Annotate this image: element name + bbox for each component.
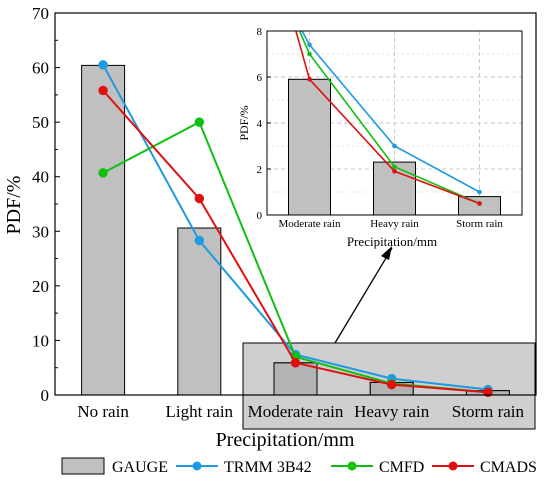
main-point-0-1	[194, 235, 205, 246]
main-bar-0	[81, 64, 126, 396]
legend: GAUGE TRMM 3B42 CMFD CMADS	[61, 457, 537, 476]
legend-marker-1	[347, 461, 357, 471]
inset-bar-0	[288, 78, 331, 216]
main-ytick-label-1: 10	[32, 331, 49, 350]
legend-label-2: CMADS	[480, 459, 537, 476]
inset-point-2-0	[307, 77, 312, 82]
legend-label-0: TRMM 3B42	[224, 459, 312, 476]
inset-ytick-label-2: 4	[257, 118, 263, 130]
inset-ytick-label-3: 6	[257, 72, 263, 84]
main-point-1-0	[98, 168, 108, 178]
main-ytick-label-4: 40	[32, 168, 49, 187]
inset-point-1-0	[307, 51, 312, 57]
main-point-0-0	[98, 60, 108, 70]
main-xtick-label-2: Moderate rain	[248, 402, 344, 421]
inset-xtick-label-1: Heavy rain	[370, 218, 419, 230]
inset-xtick-label-2: Storm rain	[456, 218, 503, 230]
inset-ytick-label-1: 2	[257, 164, 263, 176]
inset-lines	[295, 31, 482, 206]
main-point-2-2	[290, 358, 301, 368]
inset-bar-2	[458, 196, 501, 216]
main-ytick-label-6: 60	[32, 59, 49, 78]
legend-label-1: CMFD	[379, 459, 424, 476]
main-point-1-1	[194, 117, 205, 127]
inset-line-0	[301, 31, 480, 193]
legend-label-gauge: GAUGE	[112, 459, 168, 476]
main-xtick-label-3: Heavy rain	[354, 402, 430, 421]
main-x-axis-label: Precipitation/mm	[216, 429, 355, 451]
main-bar-1	[177, 227, 222, 396]
inset-y-axis-label: PDF/%	[237, 105, 251, 140]
inset-ytick-label-4: 8	[257, 26, 263, 38]
main-point-2-3	[386, 379, 397, 390]
main-xtick-label-1: Light rain	[166, 402, 234, 421]
inset-point-1-1	[392, 164, 397, 169]
inset-line-1	[298, 31, 480, 205]
main-point-2-0	[98, 85, 108, 96]
inset-point-0-1	[392, 143, 397, 149]
main-ytick-label-7: 70	[32, 4, 49, 23]
inset-point-2-2	[477, 201, 482, 206]
inset-xtick-label-0: Moderate rain	[279, 218, 341, 230]
main-ytick-label-2: 20	[32, 277, 49, 296]
main-xtick-label-4: Storm rain	[452, 402, 525, 421]
inset-point-0-2	[477, 189, 482, 195]
main-y-axis-label: PDF/%	[3, 176, 25, 235]
main-ytick-label-3: 30	[32, 222, 49, 241]
zoom-arrow-line	[334, 247, 393, 344]
inset-plot: 0 2 4 6 8 Moderate rain Heavy rain Storm rain	[257, 26, 523, 230]
zoom-arrowhead	[381, 246, 392, 260]
main-ytick-label-5: 50	[32, 113, 49, 132]
inset-line-2	[295, 31, 480, 205]
legend-swatch-gauge	[61, 457, 105, 475]
main-ytick-label-0: 0	[41, 386, 50, 405]
legend-marker-0	[192, 461, 202, 471]
inset-ytick-label-0: 0	[257, 210, 263, 222]
main-point-2-1	[194, 193, 205, 204]
inset-point-2-1	[392, 169, 397, 174]
legend-marker-2	[448, 461, 458, 471]
inset-x-axis-label: Precipitation/mm	[347, 234, 437, 249]
main-xtick-label-0: No rain	[77, 402, 129, 421]
inset-point-0-0	[307, 42, 312, 48]
